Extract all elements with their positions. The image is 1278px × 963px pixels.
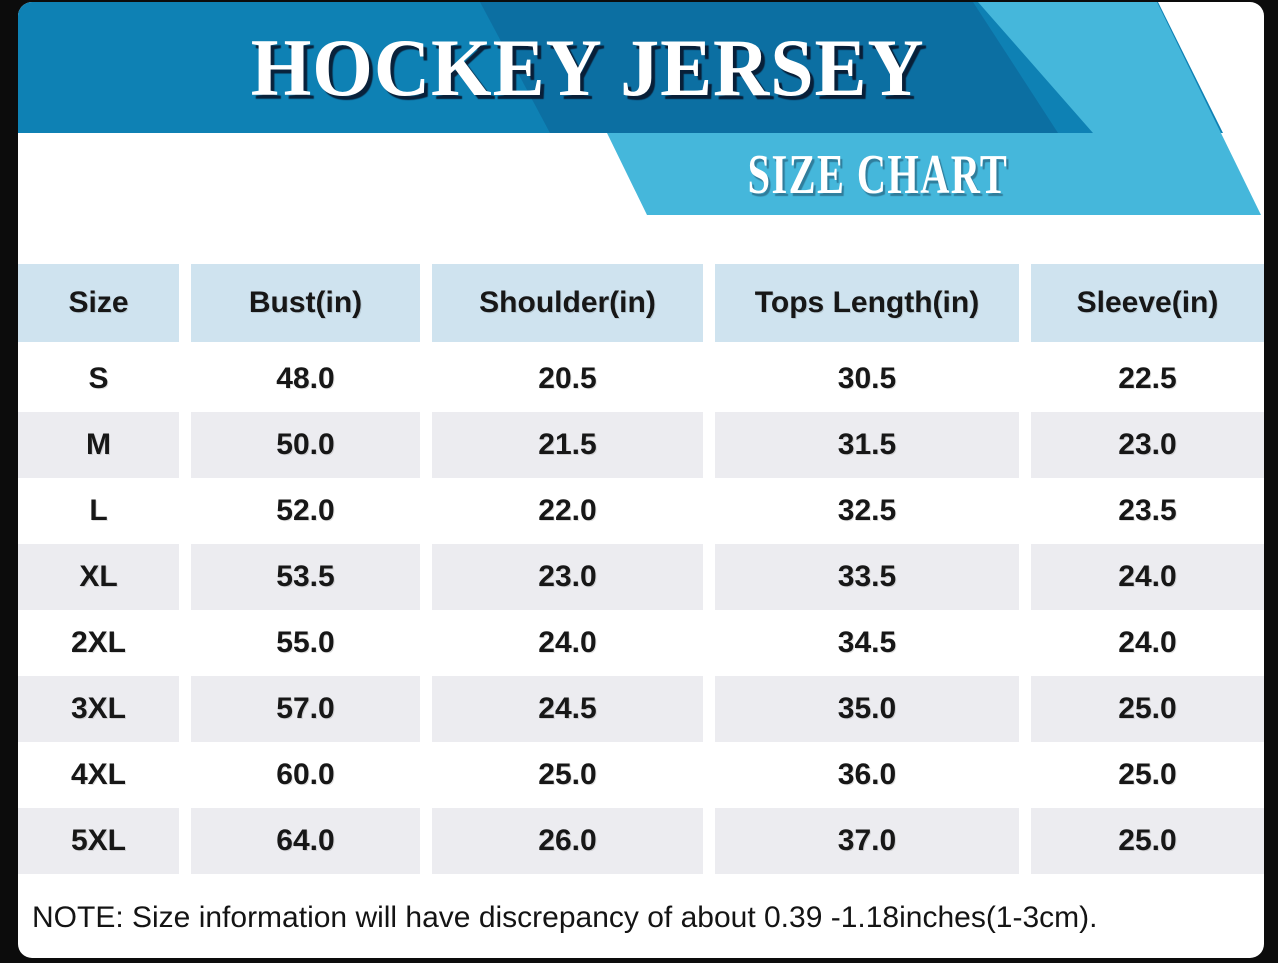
- sleeve-cell: 25.0: [1031, 676, 1264, 742]
- column-header-size: Size: [18, 264, 179, 342]
- sleeve-cell: 24.0: [1031, 610, 1264, 676]
- table-row: L 52.0 22.0 32.5 23.5: [18, 478, 1264, 544]
- table-row: 2XL 55.0 24.0 34.5 24.0: [18, 610, 1264, 676]
- tops-length-cell: 31.5: [715, 412, 1019, 478]
- sleeve-cell: 24.0: [1031, 544, 1264, 610]
- tops-length-cell: 37.0: [715, 808, 1019, 874]
- tops-length-cell: 33.5: [715, 544, 1019, 610]
- table-row: S 48.0 20.5 30.5 22.5: [18, 346, 1264, 412]
- size-cell: M: [18, 412, 179, 478]
- shoulder-cell: 22.0: [432, 478, 703, 544]
- sleeve-cell: 25.0: [1031, 742, 1264, 808]
- bust-cell: 57.0: [191, 676, 420, 742]
- bust-cell: 64.0: [191, 808, 420, 874]
- table-row: M 50.0 21.5 31.5 23.0: [18, 412, 1264, 478]
- column-header-sleeve: Sleeve(in): [1031, 264, 1264, 342]
- bust-cell: 52.0: [191, 478, 420, 544]
- size-cell: 3XL: [18, 676, 179, 742]
- tops-length-cell: 35.0: [715, 676, 1019, 742]
- tops-length-cell: 36.0: [715, 742, 1019, 808]
- bust-cell: 60.0: [191, 742, 420, 808]
- size-table: Size Bust(in) Shoulder(in) Tops Length(i…: [18, 264, 1264, 874]
- shoulder-cell: 26.0: [432, 808, 703, 874]
- sleeve-cell: 23.5: [1031, 478, 1264, 544]
- size-cell: XL: [18, 544, 179, 610]
- table-header-row: Size Bust(in) Shoulder(in) Tops Length(i…: [18, 264, 1264, 342]
- shoulder-cell: 24.5: [432, 676, 703, 742]
- column-header-bust: Bust(in): [191, 264, 420, 342]
- table-row: 3XL 57.0 24.5 35.0 25.0: [18, 676, 1264, 742]
- bust-cell: 55.0: [191, 610, 420, 676]
- tops-length-cell: 30.5: [715, 346, 1019, 412]
- banner-diagonal-stripe: [480, 2, 1058, 133]
- size-cell: 2XL: [18, 610, 179, 676]
- content-frame: HOCKEY JERSEY SIZE CHART Size Bust(in) S…: [18, 2, 1264, 958]
- size-cell: S: [18, 346, 179, 412]
- size-cell: 5XL: [18, 808, 179, 874]
- page-title: HOCKEY JERSEY: [251, 21, 925, 113]
- size-chart-badge-wrap: SIZE CHART: [578, 133, 1178, 216]
- shoulder-cell: 25.0: [432, 742, 703, 808]
- bust-cell: 50.0: [191, 412, 420, 478]
- table-row: XL 53.5 23.0 33.5 24.0: [18, 544, 1264, 610]
- shoulder-cell: 23.0: [432, 544, 703, 610]
- table-row: 5XL 64.0 26.0 37.0 25.0: [18, 808, 1264, 874]
- tops-length-cell: 32.5: [715, 478, 1019, 544]
- shoulder-cell: 20.5: [432, 346, 703, 412]
- bust-cell: 48.0: [191, 346, 420, 412]
- size-cell: 4XL: [18, 742, 179, 808]
- size-cell: L: [18, 478, 179, 544]
- sleeve-cell: 22.5: [1031, 346, 1264, 412]
- bust-cell: 53.5: [191, 544, 420, 610]
- tops-length-cell: 34.5: [715, 610, 1019, 676]
- sleeve-cell: 23.0: [1031, 412, 1264, 478]
- sleeve-cell: 25.0: [1031, 808, 1264, 874]
- table-row: 4XL 60.0 25.0 36.0 25.0: [18, 742, 1264, 808]
- column-header-shoulder: Shoulder(in): [432, 264, 703, 342]
- column-header-tops-length: Tops Length(in): [715, 264, 1019, 342]
- shoulder-cell: 24.0: [432, 610, 703, 676]
- note-text: NOTE: Size information will have discrep…: [32, 901, 1098, 934]
- page-title-wrap: HOCKEY JERSEY: [18, 2, 1158, 133]
- size-chart-badge: SIZE CHART: [747, 143, 1009, 206]
- shoulder-cell: 21.5: [432, 412, 703, 478]
